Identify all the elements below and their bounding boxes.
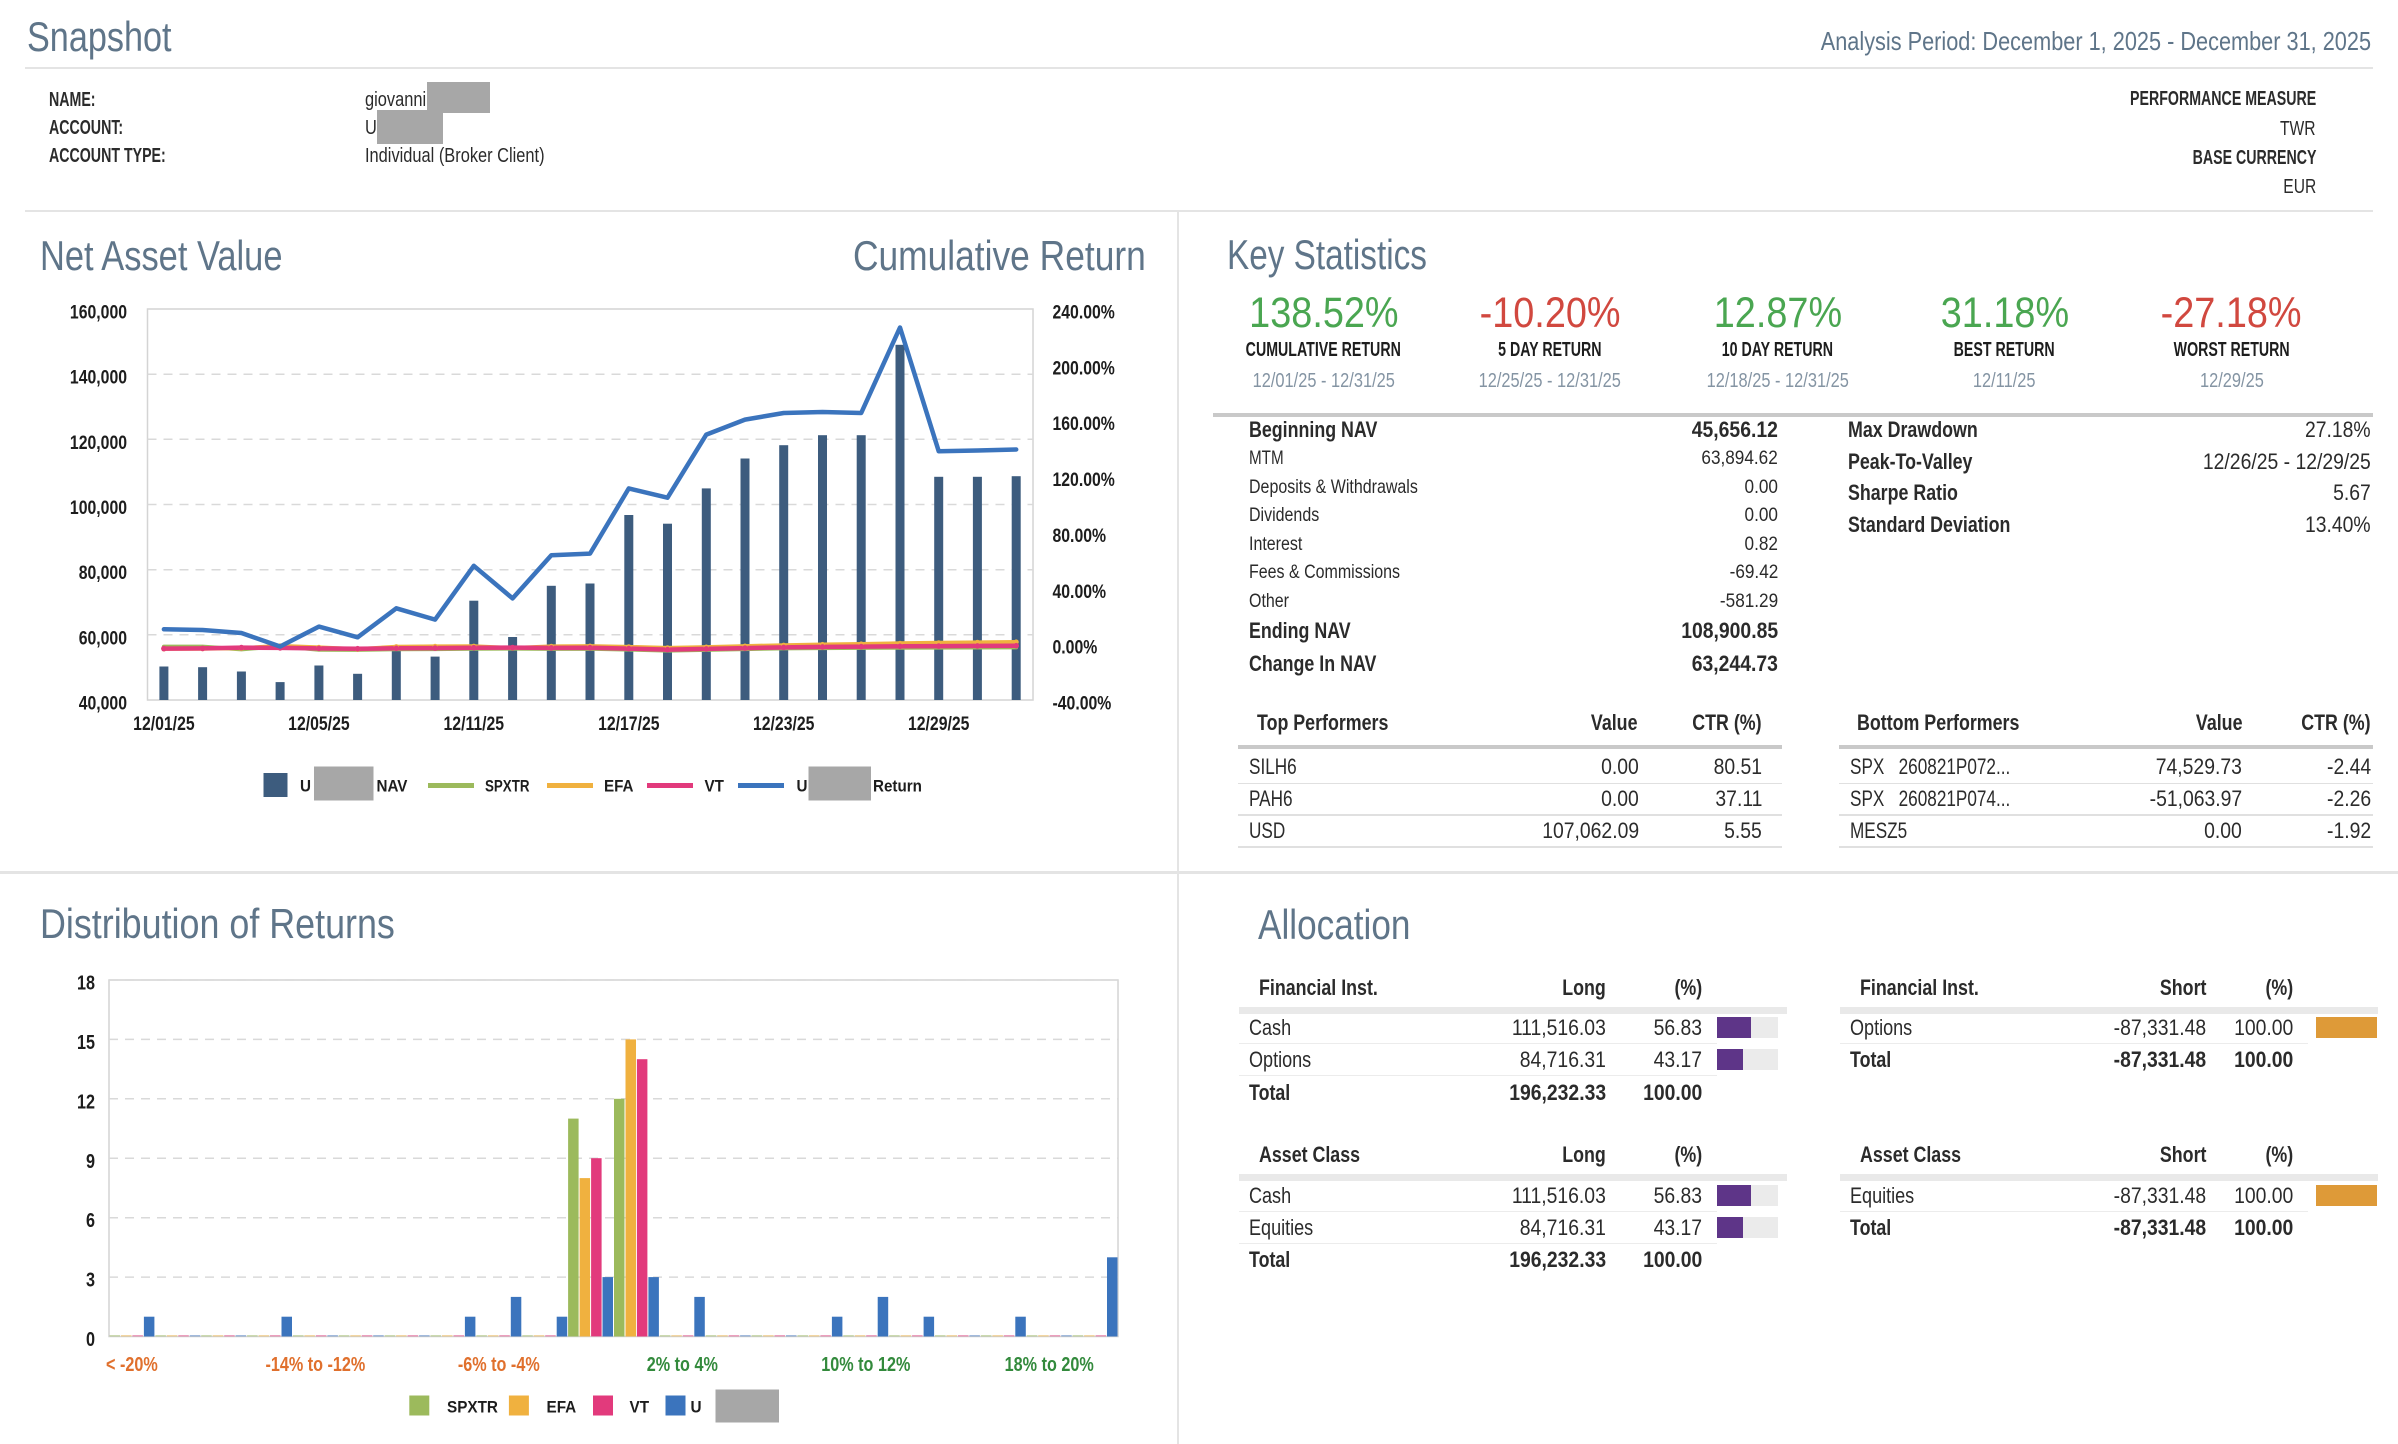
svg-text:12: 12: [77, 1091, 95, 1113]
svg-text:0.00%: 0.00%: [1053, 636, 1098, 658]
svg-text:0: 0: [86, 1328, 95, 1350]
svg-text:12/29/25: 12/29/25: [908, 712, 970, 734]
svg-text:U: U: [691, 1398, 702, 1417]
svg-text:40,000: 40,000: [79, 692, 127, 714]
svg-text:160.00%: 160.00%: [1053, 413, 1116, 435]
svg-text:12/01/25: 12/01/25: [133, 712, 195, 734]
svg-text:80,000: 80,000: [79, 562, 127, 584]
svg-text:200.00%: 200.00%: [1053, 357, 1116, 379]
svg-text:NAV: NAV: [377, 778, 408, 796]
svg-text:9: 9: [86, 1150, 95, 1172]
svg-text:VT: VT: [630, 1398, 650, 1417]
svg-text:6: 6: [86, 1210, 95, 1232]
svg-text:12/17/25: 12/17/25: [598, 712, 660, 734]
svg-text:12/05/25: 12/05/25: [288, 712, 350, 734]
svg-text:12/23/25: 12/23/25: [753, 712, 815, 734]
svg-text:VT: VT: [705, 778, 725, 796]
svg-text:10% to 12%: 10% to 12%: [821, 1353, 910, 1375]
svg-text:18: 18: [77, 972, 95, 994]
svg-text:-40.00%: -40.00%: [1053, 692, 1112, 714]
svg-text:40.00%: 40.00%: [1053, 580, 1107, 602]
svg-text:160,000: 160,000: [70, 301, 127, 323]
svg-text:80.00%: 80.00%: [1053, 524, 1107, 546]
svg-text:EFA: EFA: [547, 1398, 577, 1417]
svg-text:3: 3: [86, 1269, 95, 1291]
svg-text:2% to 4%: 2% to 4%: [647, 1353, 718, 1375]
svg-text:60,000: 60,000: [79, 627, 127, 649]
svg-text:U: U: [797, 778, 808, 796]
svg-text:-14% to -12%: -14% to -12%: [265, 1353, 365, 1375]
svg-text:120.00%: 120.00%: [1053, 469, 1116, 491]
svg-text:Return: Return: [873, 778, 922, 796]
svg-text:12/11/25: 12/11/25: [444, 712, 505, 734]
svg-text:EFA: EFA: [604, 778, 634, 796]
svg-text:240.00%: 240.00%: [1053, 301, 1116, 323]
svg-text:-6% to -4%: -6% to -4%: [458, 1353, 540, 1375]
svg-text:SPXTR: SPXTR: [485, 777, 530, 796]
svg-text:140,000: 140,000: [70, 366, 127, 388]
svg-text:U: U: [300, 778, 311, 796]
svg-text:100,000: 100,000: [70, 496, 127, 518]
svg-text:18% to 20%: 18% to 20%: [1005, 1353, 1094, 1375]
svg-text:< -20%: < -20%: [106, 1353, 158, 1375]
svg-text:15: 15: [77, 1031, 95, 1053]
svg-text:SPXTR: SPXTR: [447, 1398, 498, 1417]
svg-text:120,000: 120,000: [70, 431, 127, 453]
